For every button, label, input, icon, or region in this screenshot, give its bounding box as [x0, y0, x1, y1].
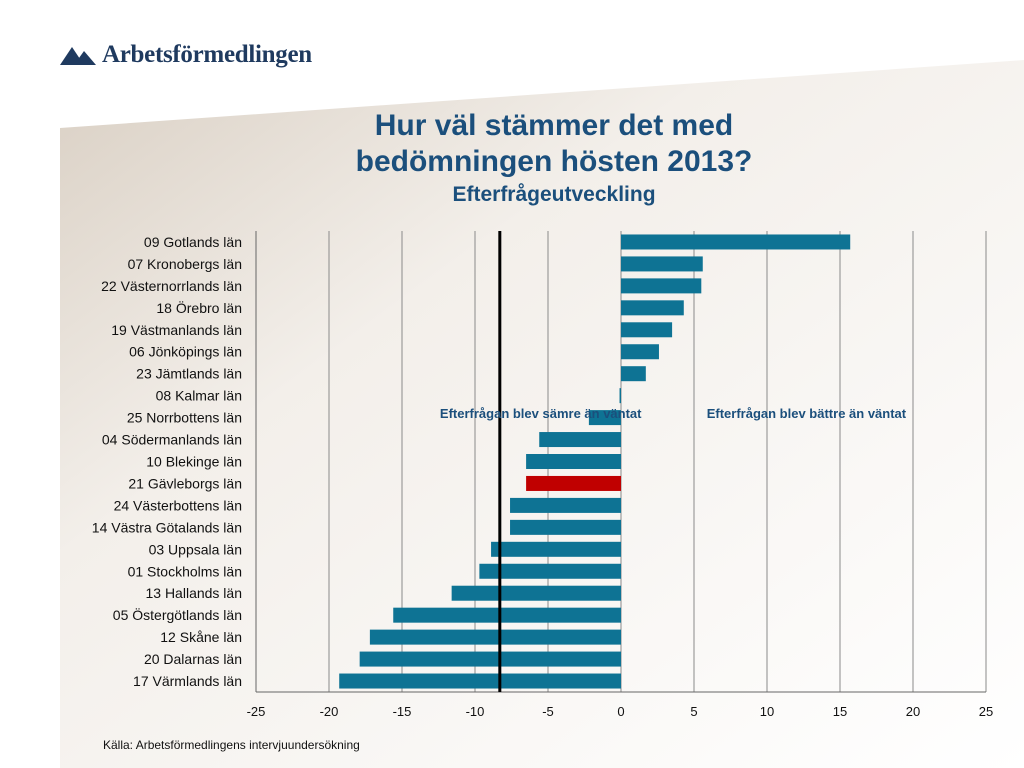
bar: [619, 388, 621, 404]
x-tick-label: 15: [833, 704, 847, 719]
page-subtitle: Efterfrågeutveckling: [452, 183, 656, 206]
bar: [510, 519, 621, 535]
x-tick-label: -10: [466, 704, 485, 719]
logo-text: Arbetsförmedlingen: [102, 41, 312, 68]
bar: [621, 322, 673, 338]
category-label: 12 Skåne län: [160, 629, 242, 645]
category-label: 22 Västernorrlands län: [101, 278, 242, 294]
page-title-line2: bedömningen hösten 2013?: [355, 145, 753, 178]
x-tick-label: 10: [760, 704, 774, 719]
category-label: 19 Västmanlands län: [111, 322, 242, 338]
category-label: 20 Dalarnas län: [144, 651, 242, 667]
x-tick-label: 25: [979, 704, 993, 719]
category-label: 23 Jämtlands län: [136, 366, 242, 382]
category-label: 01 Stockholms län: [128, 563, 242, 579]
bar: [339, 673, 621, 689]
x-tick-label: -20: [320, 704, 339, 719]
category-label: 13 Hallands län: [145, 585, 242, 601]
bar: [526, 454, 621, 469]
category-label: 14 Västra Götalands län: [92, 519, 242, 535]
source-note: Källa: Arbetsförmedlingens intervjuunder…: [103, 738, 360, 752]
bar: [479, 563, 621, 579]
category-label: 06 Jönköpings län: [129, 344, 242, 360]
bar: [588, 410, 621, 426]
category-label: 10 Blekinge län: [146, 454, 242, 470]
category-label: 24 Västerbottens län: [114, 497, 242, 513]
category-label: 09 Gotlands län: [144, 234, 242, 250]
category-label: 21 Gävleborgs län: [128, 475, 242, 491]
category-label: 05 Östergötlands län: [113, 606, 242, 623]
bar-highlighted: [526, 475, 621, 491]
bar: [621, 234, 851, 250]
x-tick-label: -15: [393, 704, 412, 719]
category-label: 04 Södermanlands län: [102, 432, 242, 448]
bar: [621, 256, 703, 272]
bar: [491, 541, 621, 557]
bar: [369, 629, 621, 645]
bar: [359, 651, 621, 667]
bar: [621, 366, 646, 382]
bar: [510, 497, 621, 513]
title-block: Hur väl stämmer det med bedömningen höst…: [254, 108, 854, 210]
x-tick-label: -5: [542, 704, 554, 719]
annotation-left: Efterfrågan blev sämre än väntat: [440, 406, 642, 421]
bar: [451, 585, 621, 601]
category-label: 17 Värmlands län: [133, 673, 242, 689]
category-label: 25 Norrbottens län: [127, 410, 242, 426]
x-tick-label: -25: [247, 704, 266, 719]
bar: [621, 300, 684, 316]
x-tick-label: 0: [617, 704, 624, 719]
category-label: 08 Kalmar län: [156, 388, 242, 404]
page-title-line1: Hur väl stämmer det med: [374, 109, 734, 142]
annotation-right: Efterfrågan blev bättre än väntat: [707, 406, 907, 421]
bar: [621, 278, 702, 294]
category-label: 07 Kronobergs län: [128, 256, 242, 272]
category-label: 03 Uppsala län: [149, 541, 242, 557]
logo: Arbetsförmedlingen: [58, 38, 312, 72]
x-tick-label: 20: [906, 704, 920, 719]
logo-mark-icon: [60, 47, 96, 65]
bar: [621, 344, 659, 360]
bar: [393, 607, 621, 623]
bar: [539, 432, 621, 448]
category-label: 18 Örebro län: [156, 299, 242, 316]
x-tick-label: 5: [690, 704, 697, 719]
